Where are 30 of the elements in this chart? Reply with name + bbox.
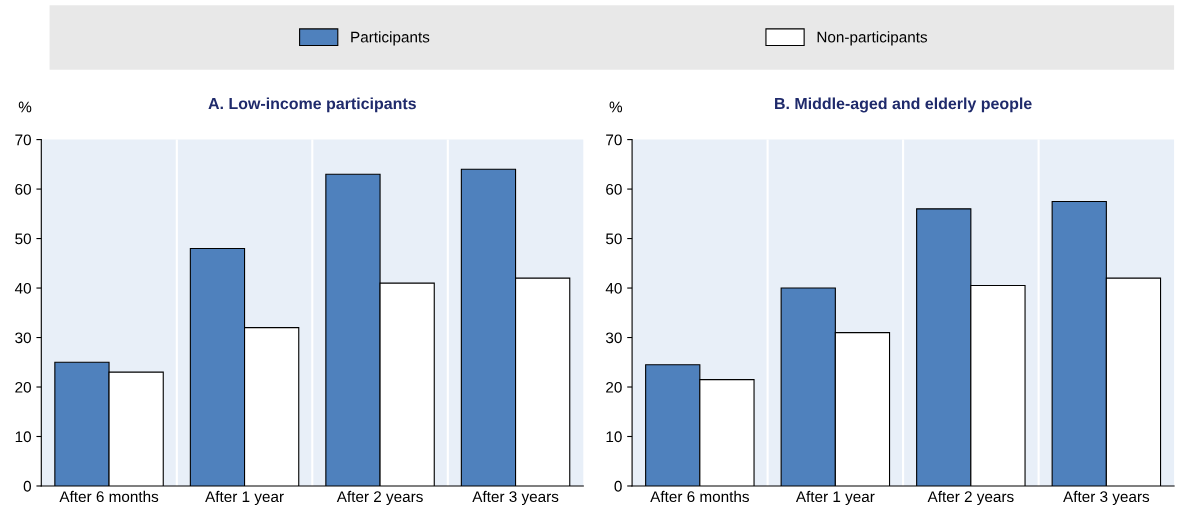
y-axis-title: % — [18, 101, 32, 113]
y-tick-label: 40 — [14, 282, 31, 294]
y-tick-label: 20 — [606, 381, 622, 393]
y-tick-label: 0 — [23, 480, 31, 492]
chart-title: A. Low-income participants — [208, 97, 416, 113]
legend-label: Participants — [351, 31, 430, 46]
x-tick-label: After 1 year — [795, 490, 875, 506]
legend-label: Non-participants — [817, 31, 928, 46]
y-tick-label: 0 — [614, 480, 622, 492]
x-tick-label: After 6 months — [650, 490, 749, 503]
y-axis-title: % — [609, 101, 623, 113]
chart-title: B. Middle-aged and elderly people — [775, 97, 1032, 113]
x-tick-label: After 6 months — [59, 490, 159, 503]
y-tick-label: 70 — [15, 134, 31, 146]
x-tick-label: After 3 years — [1063, 490, 1150, 506]
y-tick-label: 20 — [15, 381, 31, 393]
y-tick-label: 60 — [606, 183, 622, 195]
y-tick-label: 30 — [15, 332, 31, 344]
y-tick-label: 30 — [605, 332, 622, 344]
y-tick-label: 60 — [15, 183, 31, 195]
y-tick-label: 40 — [605, 282, 622, 294]
x-tick-label: After 1 year — [205, 490, 284, 506]
y-tick-label: 10 — [606, 431, 622, 443]
y-tick-label: 50 — [15, 233, 31, 245]
y-tick-label: 70 — [606, 134, 622, 146]
y-tick-label: 50 — [605, 233, 622, 245]
x-tick-label: After 2 years — [336, 490, 423, 506]
y-tick-label: 10 — [15, 431, 31, 443]
x-tick-label: After 3 years — [472, 490, 559, 506]
x-tick-label: After 2 years — [927, 490, 1014, 506]
